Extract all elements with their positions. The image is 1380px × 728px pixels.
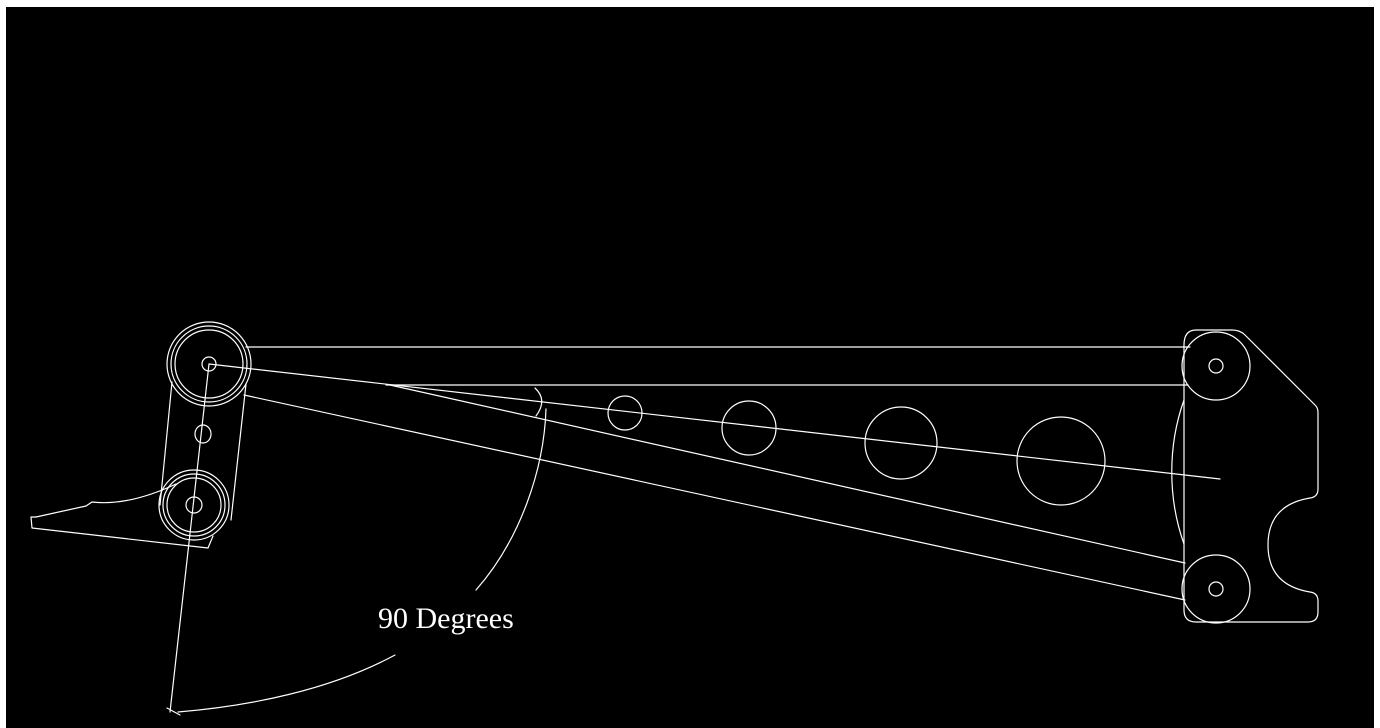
swing-arc-upper-segment (475, 408, 547, 591)
left-lower-pivot (158, 469, 230, 541)
right-upper-pivot-bore (1208, 358, 1224, 374)
bucket-lower-edge (30, 516, 214, 549)
swing-arc-end-tick (166, 707, 181, 716)
angle-annotation-label: 90 Degrees (378, 602, 514, 635)
left-link-edge-left (159, 381, 173, 506)
left-upper-pivot-inner-ring (174, 329, 244, 399)
bucket-upper-edge (35, 483, 177, 518)
left-upper-pivot-bore (201, 356, 217, 372)
swing-angle-indicator (166, 363, 547, 716)
right-bracket (1171, 329, 1319, 623)
swing-reference-line (169, 363, 210, 713)
arm-centerline (208, 363, 1221, 480)
left-lower-pivot-outer-ring (158, 469, 230, 541)
right-lower-pivot-outer-ring (1181, 554, 1251, 624)
right-upper-pivot (1181, 331, 1251, 401)
diagonal-arm (243, 384, 1186, 601)
lightening-holes (607, 395, 1106, 506)
left-upper-pivot-ring (170, 325, 248, 403)
lightening-hole-1 (607, 395, 643, 431)
right-bracket-outline (1183, 329, 1319, 623)
left-link-plate (159, 381, 247, 521)
diagonal-arm-upper-line (389, 384, 1186, 564)
left-upper-pivot-outer-ring (166, 321, 252, 407)
left-link-edge-right (230, 383, 247, 521)
top-arm (245, 346, 1191, 386)
left-link-center-hole (194, 424, 212, 444)
right-upper-pivot-outer-ring (1181, 331, 1251, 401)
left-upper-pivot (166, 321, 252, 407)
lightening-hole-2 (721, 400, 777, 456)
swing-arc-lower-segment (177, 654, 396, 713)
lightening-hole-4 (1016, 416, 1106, 506)
left-lower-pivot-inner-ring (166, 477, 222, 533)
diagonal-arm-lower-line (243, 394, 1186, 601)
right-lower-pivot (1181, 554, 1251, 624)
right-bracket-swing-arc (1171, 399, 1185, 545)
bucket-fragment (30, 483, 214, 549)
left-lower-pivot-ring (162, 473, 226, 537)
lightening-hole-3 (864, 406, 938, 480)
right-lower-pivot-bore (1208, 581, 1224, 597)
swing-arc-start-tick (534, 387, 543, 417)
